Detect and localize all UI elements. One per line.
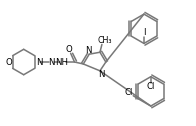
Text: Cl: Cl: [124, 88, 132, 97]
Text: N: N: [98, 70, 104, 79]
Text: N: N: [48, 58, 54, 67]
Text: N: N: [36, 58, 43, 67]
Text: Cl: Cl: [147, 82, 155, 91]
Text: O: O: [65, 45, 72, 54]
Text: NH: NH: [55, 58, 68, 67]
Text: CH₃: CH₃: [98, 36, 112, 45]
Text: I: I: [143, 28, 145, 37]
Text: N: N: [85, 46, 92, 55]
Text: O: O: [6, 58, 12, 67]
